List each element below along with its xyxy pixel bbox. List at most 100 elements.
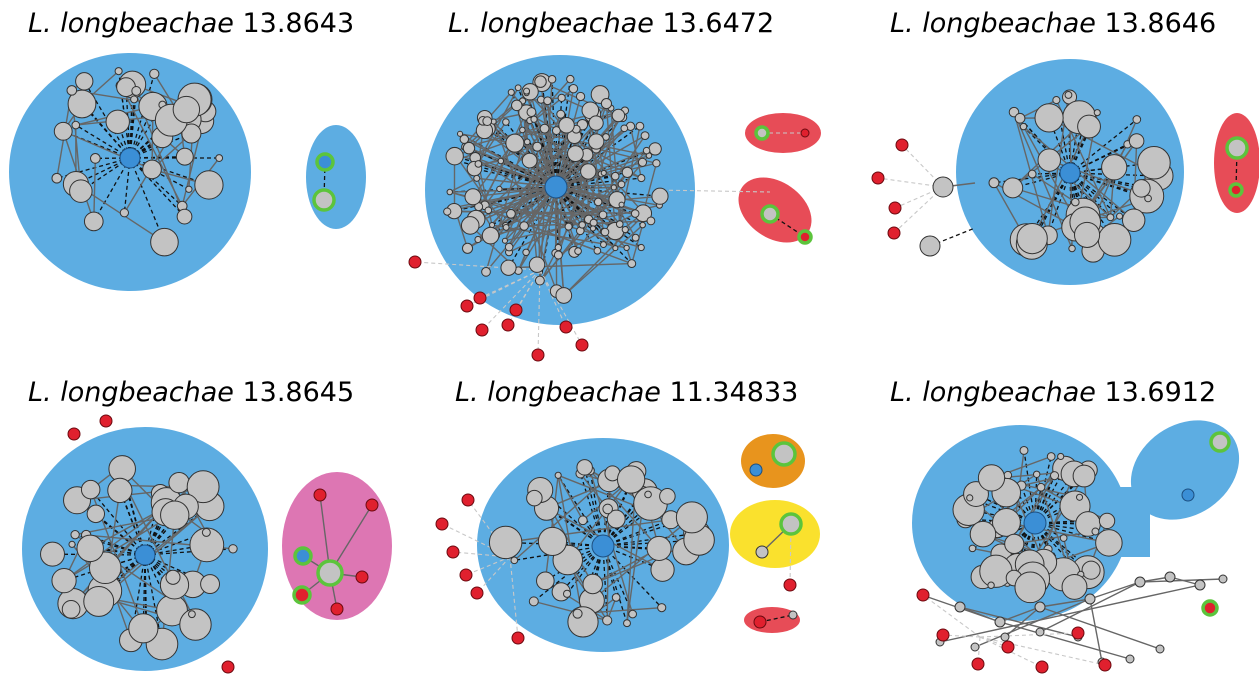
gray-node [1072,464,1096,488]
gray-node [557,93,566,102]
gray-node [987,581,995,589]
gray-node [446,188,454,196]
gray-node [1073,221,1101,248]
gray-node [69,179,93,203]
gray-node [1014,112,1026,124]
gray-node [142,159,162,180]
gray-node [1144,194,1152,203]
gray-node [646,216,656,226]
network-graph [435,434,820,652]
gray-node [456,130,464,137]
gray-node [86,504,106,524]
gray-node [83,585,115,617]
gray-node [675,501,708,534]
gray-node [577,515,588,526]
gray-node [630,209,640,218]
gray-node [459,134,469,144]
red-node [365,498,379,512]
gray-node [637,174,646,183]
gray-node [600,98,612,110]
red-node [888,201,902,215]
hub-node [119,147,141,169]
gray-node [588,115,604,131]
gray-node [652,159,661,168]
gray-node [130,95,139,104]
hub-node [1059,162,1081,184]
red-node [459,568,473,582]
gray-node [1064,91,1073,99]
gray-node [1091,527,1100,536]
strain-id: 11.34833 [669,377,799,408]
gray-node [627,259,637,269]
gray-node [610,184,617,191]
network-edge [602,545,634,615]
strain-id: 13.8643 [242,8,355,39]
gray-node [150,227,179,257]
gray-node [1075,493,1084,501]
network-edge [602,518,617,547]
red-node [871,171,885,185]
gray-node [105,109,130,134]
cluster-secondary [730,500,820,568]
network-edge [979,632,1079,638]
red-node [355,570,369,584]
gray-node [567,145,584,163]
network-edge [555,96,582,188]
gray-node [179,608,212,641]
gray-node [201,527,211,537]
gray-node [966,494,974,502]
gray-node [593,197,603,207]
network-edge [1055,99,1071,174]
network-edge [75,124,131,159]
gray-node [1050,471,1060,481]
gray-node [606,509,626,529]
gray-node [612,245,619,252]
network-edge [95,513,146,556]
gray-node [564,222,573,231]
red-node [461,493,475,507]
network-edge [539,79,553,281]
gray-node [621,166,633,178]
gray-node [576,459,593,476]
gray-node [481,226,500,245]
panel-title: L. longbeachae 13.8645 [28,377,354,408]
gray-node [1194,579,1206,591]
gray-node [572,608,583,619]
network-edge [71,89,131,159]
network-edge [526,111,642,179]
gray-node [1035,627,1045,637]
panel-13-8646: L. longbeachae 13.8646 [840,0,1259,337]
gray-node [620,124,629,133]
panel-13-6912: L. longbeachae 13.6912 [840,337,1259,674]
network-edge [1139,578,1224,583]
highlighted-node [312,188,336,212]
highlighted-node [1228,182,1244,198]
gray-node [504,242,514,252]
gray-node [526,107,537,117]
network-edge [654,189,771,193]
panel-13-8643: L. longbeachae 13.8643 [0,0,420,337]
gray-node [51,172,63,184]
highlighted-node [771,441,797,467]
nodes [916,431,1231,674]
gray-node [621,225,629,234]
red-node [1071,626,1085,640]
network-graph [9,53,366,291]
gray-node [593,246,602,255]
network-graph [912,420,1240,674]
gray-node [1164,571,1176,583]
species-name: L. longbeachae [890,377,1096,408]
gray-node [536,571,555,591]
network-edge [90,489,146,556]
gray-node [635,121,645,131]
gray-node [501,237,508,244]
gray-node [589,225,597,232]
gray-node [181,123,202,144]
hub-node [1181,488,1195,502]
network-edge [515,269,541,311]
network-edge [449,191,642,249]
network-edge [893,186,944,234]
gray-node [554,471,562,479]
gray-node [497,157,505,165]
gray-node [640,131,650,141]
